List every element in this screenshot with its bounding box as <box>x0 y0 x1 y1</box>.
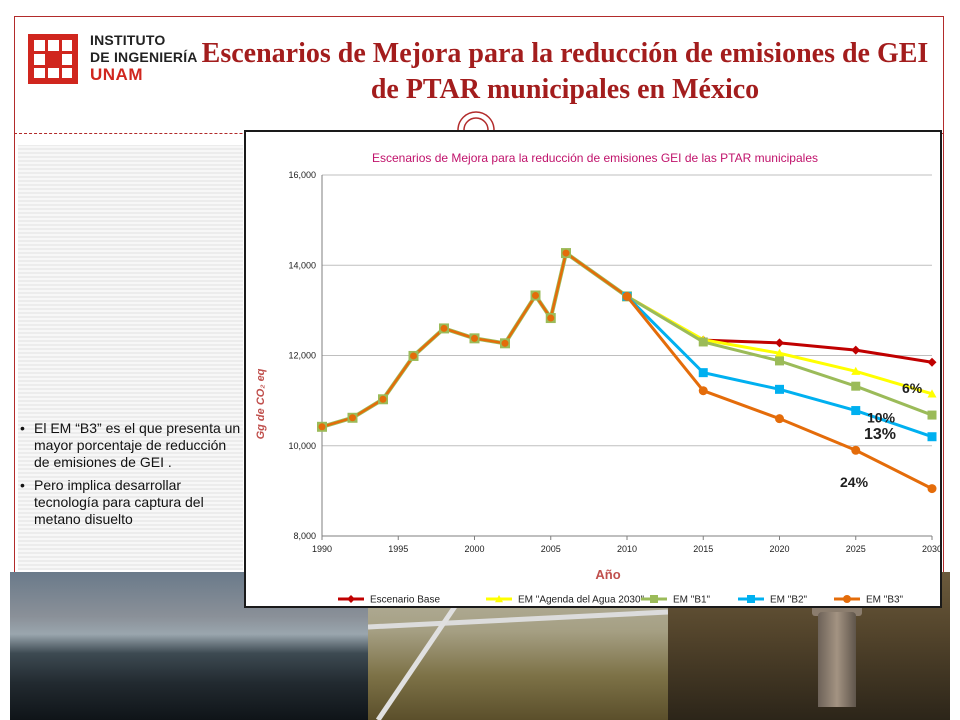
series-2-point <box>698 337 708 347</box>
slide-frame-right <box>943 16 944 576</box>
history-point-circle <box>471 334 478 342</box>
bullet-text: El EM “B3” es el que presenta un mayor p… <box>34 420 241 470</box>
logo-text-line-3: UNAM <box>90 65 143 84</box>
series-0-point <box>775 338 784 348</box>
series-3-point <box>775 384 784 394</box>
x-tick-label: 2000 <box>464 544 484 554</box>
slide-frame-top <box>14 16 944 17</box>
page-title: Escenarios de Mejora para la reducción d… <box>201 38 929 105</box>
y-tick-label: 14,000 <box>288 260 316 270</box>
series-3-point <box>851 406 861 416</box>
history-point-circle <box>349 414 356 422</box>
series-2-point <box>927 410 937 420</box>
history-point-circle <box>501 339 509 347</box>
x-tick-label: 2015 <box>693 544 713 554</box>
legend-label: EM "B1" <box>673 595 711 606</box>
bullet-text: Pero implica desarrollar tecnología para… <box>34 477 204 527</box>
history-point-circle <box>318 423 326 431</box>
x-tick-label: 1990 <box>312 544 332 554</box>
legend-label: EM "B2" <box>770 595 808 606</box>
y-tick-label: 10,000 <box>288 441 316 451</box>
series-4-point <box>622 291 632 301</box>
series-4-point <box>927 484 937 494</box>
series-1-point <box>927 389 937 398</box>
chart-title: Escenarios de Mejora para la reducción d… <box>372 151 818 165</box>
x-tick-label: 2030 <box>922 544 942 554</box>
series-2-point <box>775 356 784 366</box>
y-axis-title: Gg de CO₂ eq <box>255 368 267 439</box>
annotation-24pct: 24% <box>840 474 869 490</box>
institute-logo: INSTITUTO DE INGENIERÍA UNAM <box>28 30 208 90</box>
slide-frame-left <box>14 16 15 716</box>
emissions-chart: Escenarios de Mejora para la reducción d… <box>244 130 942 608</box>
legend-swatch-marker <box>843 595 851 603</box>
bullet-dot-icon: • <box>20 420 25 436</box>
series-0-point <box>851 345 861 355</box>
series-1-point <box>775 348 784 357</box>
annotation-6pct: 6% <box>902 380 923 396</box>
x-tick-label: 2025 <box>846 544 866 554</box>
x-tick-label: 2010 <box>617 544 637 554</box>
history-point-circle <box>410 352 417 360</box>
chart-canvas: Escenarios de Mejora para la reducción d… <box>255 151 942 606</box>
legend-label: EM "Agenda del Agua 2030" <box>518 595 645 606</box>
series-3-point <box>698 368 708 378</box>
y-tick-label: 8,000 <box>293 531 316 541</box>
annotation-10pct: 10% <box>867 409 896 425</box>
series-0-point <box>927 357 937 367</box>
left-panel-background <box>18 145 243 570</box>
legend-label: Escenario Base <box>370 595 440 606</box>
bullet-item: • El EM “B3” es el que presenta un mayor … <box>20 420 245 471</box>
series-4-point <box>851 445 861 455</box>
history-point-circle <box>532 291 539 299</box>
series-1-point <box>851 366 861 375</box>
annotation-13pct: 13% <box>864 426 896 443</box>
logo-text-line-1: INSTITUTO <box>90 32 166 48</box>
history-point-circle <box>440 324 448 332</box>
pipe <box>818 612 856 707</box>
legend-swatch-marker <box>650 595 658 603</box>
x-tick-label: 2020 <box>769 544 789 554</box>
series-2-point <box>851 381 861 391</box>
bullet-item: • Pero implica desarrollar tecnología par… <box>20 477 245 528</box>
legend-swatch-marker <box>495 595 503 603</box>
x-tick-label: 2005 <box>541 544 561 554</box>
logo-text-line-2: DE INGENIERÍA <box>90 49 198 65</box>
legend-swatch-marker <box>347 595 355 603</box>
y-tick-label: 12,000 <box>288 351 316 361</box>
x-axis-title: Año <box>595 567 620 582</box>
legend-swatch-marker <box>747 595 755 603</box>
series-4-point <box>698 386 708 396</box>
series-4-point <box>775 414 784 424</box>
logo-mark-icon <box>28 34 78 84</box>
bullet-list: • El EM “B3” es el que presenta un mayor … <box>20 420 245 534</box>
series-3-point <box>927 432 937 442</box>
bullet-dot-icon: • <box>20 477 25 493</box>
history-point-circle <box>379 395 387 403</box>
history-point-circle <box>562 249 570 257</box>
y-tick-label: 16,000 <box>288 170 316 180</box>
x-tick-label: 1995 <box>388 544 408 554</box>
history-point-circle <box>547 314 555 322</box>
legend-label: EM "B3" <box>866 595 904 606</box>
